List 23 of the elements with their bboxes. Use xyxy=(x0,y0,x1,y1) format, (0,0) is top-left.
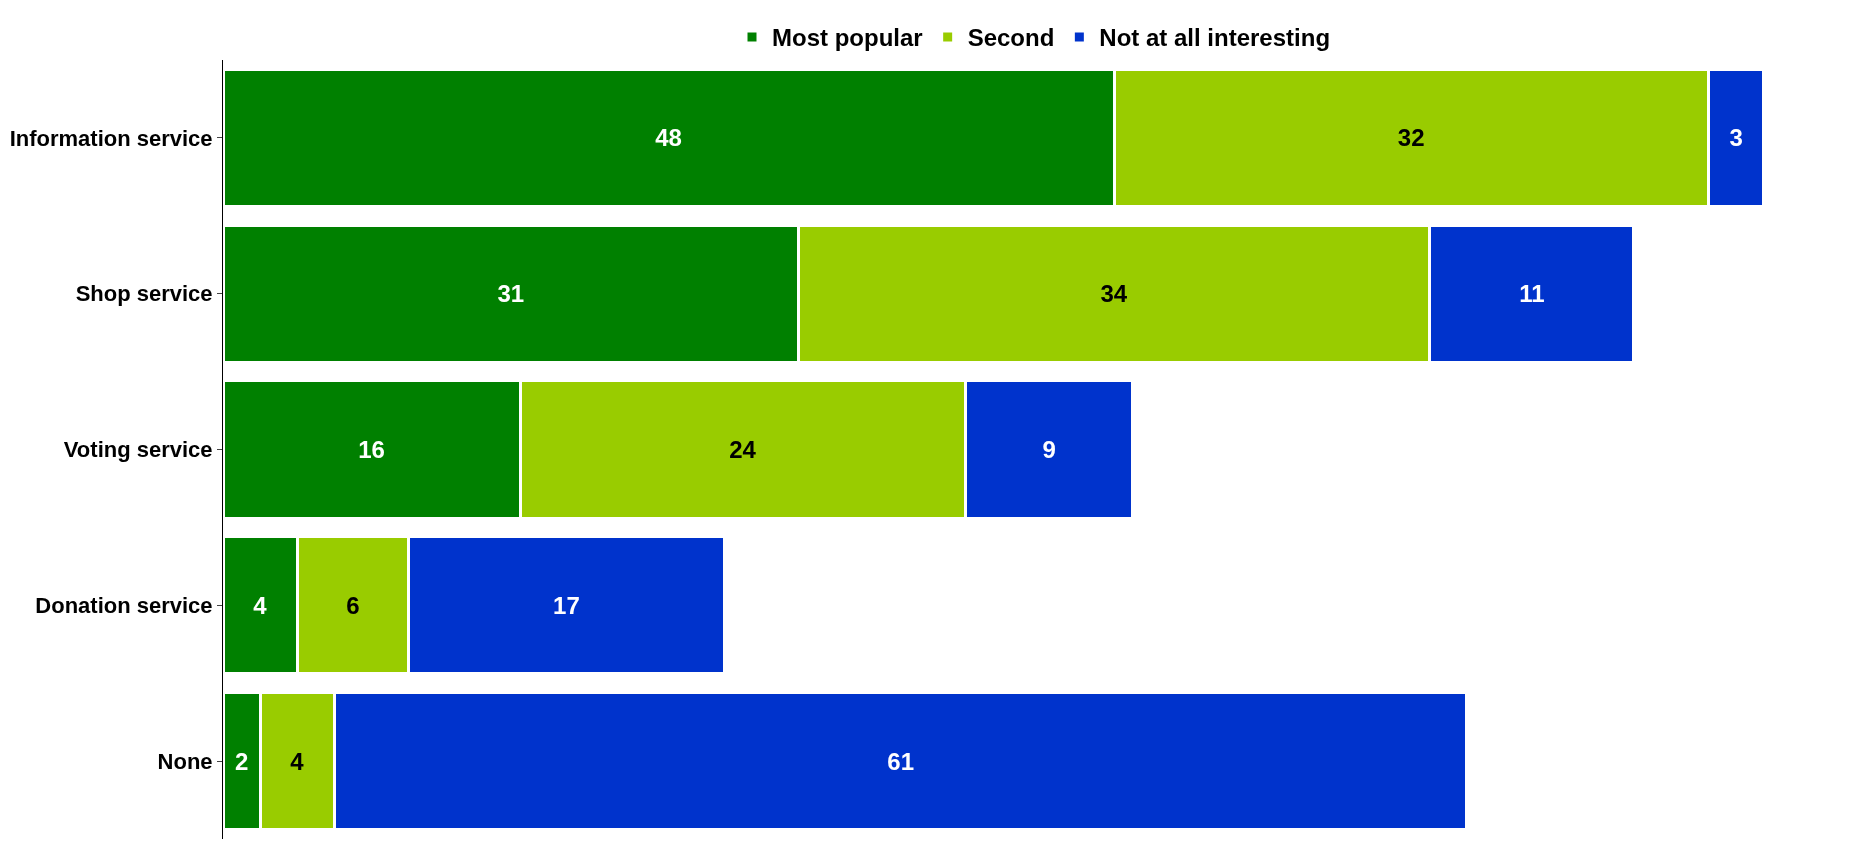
data-label: 24 xyxy=(729,436,757,463)
data-label: 48 xyxy=(655,124,682,152)
data-label: 17 xyxy=(553,591,580,619)
y-tick-label: Information service xyxy=(9,125,213,151)
data-label: 9 xyxy=(1042,436,1056,463)
data-label: 2 xyxy=(234,747,249,775)
data-label: 31 xyxy=(497,280,525,308)
data-label: 4 xyxy=(253,591,268,619)
data-label: 16 xyxy=(358,436,385,463)
legend-label: Most popular xyxy=(772,24,923,52)
legend-label: Second xyxy=(967,24,1055,52)
data-label: 34 xyxy=(1100,280,1128,308)
data-label: 3 xyxy=(1729,124,1743,152)
y-tick-label: Shop service xyxy=(75,281,213,307)
y-tick-label: Donation service xyxy=(35,593,213,618)
data-label: 4 xyxy=(290,747,305,775)
data-label: 6 xyxy=(346,591,360,619)
data-label: 11 xyxy=(1519,280,1545,308)
data-label: 61 xyxy=(887,747,914,775)
y-tick-label: Voting service xyxy=(63,437,213,463)
data-label: 32 xyxy=(1397,124,1425,152)
y-tick-label: None xyxy=(157,748,213,774)
legend-label: Not at all interesting xyxy=(1099,24,1331,52)
